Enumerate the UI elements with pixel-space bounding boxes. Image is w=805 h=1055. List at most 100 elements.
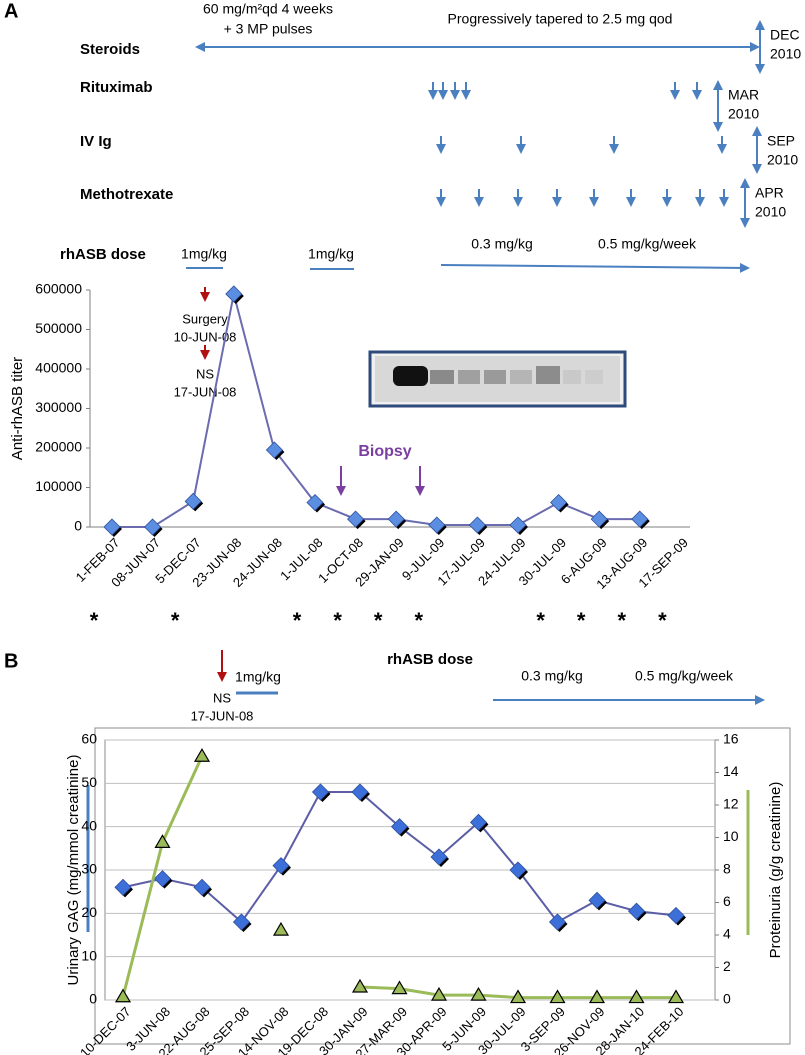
category-mark: * [171, 608, 180, 633]
category-mark: * [658, 608, 667, 633]
annotation: NS [196, 366, 214, 381]
marker [193, 748, 211, 762]
marker [628, 989, 645, 1004]
marker-face [265, 441, 283, 459]
marker-face [144, 518, 162, 536]
dose: 1mg/kg [235, 669, 281, 685]
marker-face [468, 516, 486, 534]
stop-date: 2010 [767, 152, 798, 168]
y-tick-label: 100000 [35, 478, 82, 494]
annotation: 17-JUN-08 [174, 384, 237, 399]
marker [311, 783, 331, 802]
marker [469, 813, 489, 833]
marker [428, 516, 447, 536]
marker-face [225, 285, 243, 303]
marker-face [509, 516, 527, 534]
stop-date: 2010 [728, 106, 759, 122]
marker-face [631, 510, 649, 528]
plot-frame [94, 727, 791, 1045]
y2-axis-title: Proteinuria (g/g creatinine) [767, 782, 784, 959]
marker-face [272, 857, 290, 875]
marker-face [588, 989, 606, 1004]
stop-date: 2010 [755, 204, 786, 220]
marker-face [387, 510, 405, 528]
stop-date: APR [755, 185, 784, 201]
gel-inset [368, 350, 627, 408]
drug-rows: Steroids DEC 2010 Rituximab MAR 2010 IV Ig SEP 2… [80, 20, 801, 228]
marker [509, 861, 528, 880]
marker-face [469, 813, 488, 831]
marker-face [628, 989, 645, 1004]
category-mark: * [374, 608, 383, 633]
annotation: 17-JUN-08 [191, 708, 254, 723]
y-tick-label: 60 [81, 731, 97, 747]
marker-face [391, 980, 408, 995]
y2-tick-label: 12 [723, 796, 739, 812]
category-mark: * [415, 608, 424, 633]
marker [232, 913, 252, 932]
dose: 0.3 mg/kg [521, 668, 582, 684]
category-mark: * [293, 608, 302, 633]
marker [430, 986, 448, 1001]
drug-name: Steroids [80, 41, 140, 58]
marker [470, 986, 487, 1001]
y-tick-label: 0 [74, 518, 82, 534]
marker-face [351, 978, 369, 993]
marker [265, 441, 285, 460]
marker [549, 989, 566, 1004]
y2-tick-label: 2 [723, 958, 731, 974]
marker [272, 857, 291, 876]
y2-tick-label: 0 [723, 991, 731, 1007]
category-mark: * [333, 608, 342, 633]
marker [225, 285, 244, 304]
marker-face [588, 891, 606, 909]
marker-face [549, 989, 566, 1004]
dose-label: rhASB dose [60, 246, 146, 263]
y-tick-label: 200000 [35, 439, 82, 455]
taper-note: Progressively tapered to 2.5 mg qod [448, 11, 673, 27]
marker [588, 989, 606, 1004]
marker [351, 978, 369, 993]
marker [193, 878, 212, 898]
y-tick-label: 40 [81, 817, 97, 833]
y2-tick-label: 14 [723, 763, 739, 779]
marker [667, 989, 685, 1004]
marker-face [347, 510, 365, 528]
marker-face [153, 870, 172, 888]
dose-label: rhASB dose [387, 651, 473, 668]
marker-face [184, 492, 202, 510]
marker [390, 818, 410, 837]
marker [391, 980, 408, 995]
dose: 0.3 mg/kg [471, 236, 532, 252]
category-mark: * [90, 608, 99, 633]
marker [387, 510, 407, 530]
stop-date: DEC [770, 27, 800, 43]
category-mark: * [577, 608, 586, 633]
marker [144, 518, 163, 537]
marker [548, 913, 568, 932]
marker [347, 510, 366, 530]
drug-name: IV Ig [80, 133, 112, 150]
marker-face [627, 902, 646, 920]
marker-face [667, 989, 685, 1004]
marker-face [509, 989, 527, 1004]
x-tick-label: 10-DEC-07 [77, 1004, 134, 1055]
stop-date: 2010 [770, 46, 801, 62]
marker [114, 988, 132, 1003]
marker-face [306, 493, 324, 512]
marker-face [193, 878, 211, 896]
marker [509, 989, 527, 1004]
drug-name: Methotrexate [80, 186, 173, 203]
marker [272, 921, 290, 936]
marker-face [103, 518, 121, 536]
marker-face [390, 818, 409, 836]
y-axis-title: Urinary GAG (mg/mmol creatinine) [65, 755, 82, 986]
marker-face [667, 906, 685, 925]
marker-face [428, 516, 446, 534]
marker-face [351, 783, 369, 801]
marker [351, 783, 370, 802]
panel-label: A [4, 0, 18, 22]
marker-face [193, 748, 211, 762]
y-tick-label: 30 [81, 861, 97, 877]
